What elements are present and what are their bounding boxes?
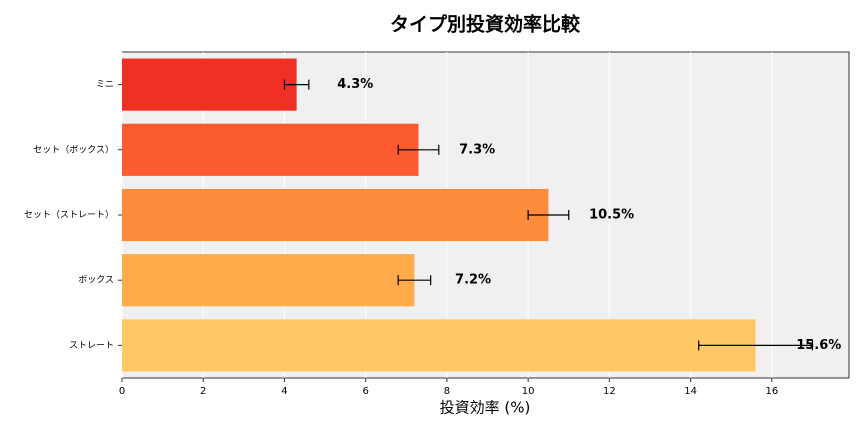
value-label: 7.2%: [455, 273, 491, 288]
x-tick-label: 6: [362, 386, 368, 397]
bar: [122, 254, 415, 307]
bar: [122, 123, 419, 176]
y-tick-label: セット（ストレート）: [24, 210, 114, 221]
y-tick-label: ミニ: [96, 80, 114, 90]
x-tick-label: 16: [765, 386, 778, 397]
y-tick-label: ストレート: [69, 341, 114, 351]
y-tick-label: セット（ボックス）: [33, 144, 114, 155]
value-label: 4.3%: [337, 77, 373, 92]
x-tick-label: 10: [522, 386, 535, 397]
chart-title: タイプ別投資効率比較: [390, 13, 581, 36]
x-tick-label: 2: [200, 386, 206, 397]
value-label: 15.6%: [796, 338, 841, 353]
x-tick-label: 0: [119, 386, 125, 397]
bar: [122, 58, 297, 111]
value-label: 10.5%: [589, 208, 634, 223]
x-tick-label: 4: [281, 386, 287, 397]
x-tick-label: 12: [603, 386, 616, 397]
bar: [122, 319, 756, 372]
value-label: 7.3%: [459, 142, 495, 157]
x-tick-label: 14: [684, 386, 697, 397]
x-axis-label: 投資効率 (%): [440, 399, 531, 417]
x-tick-label: 8: [444, 386, 450, 397]
y-tick-label: ボックス: [78, 275, 114, 286]
bar: [122, 188, 549, 242]
